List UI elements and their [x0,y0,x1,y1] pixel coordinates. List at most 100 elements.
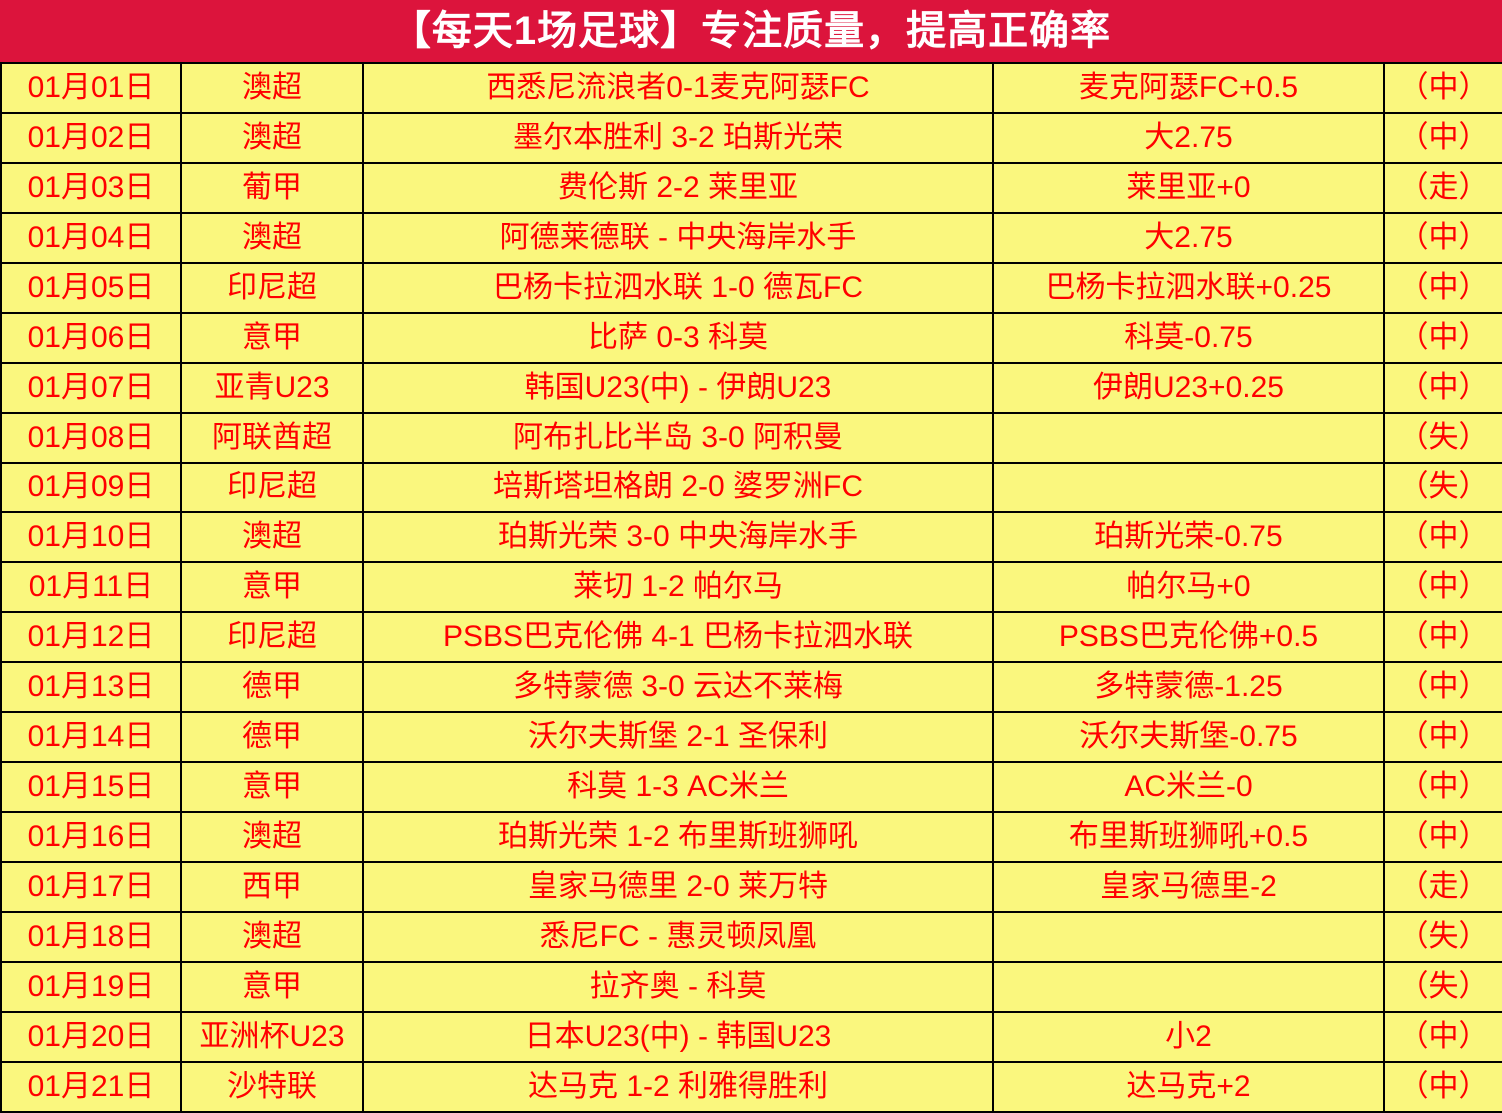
table-row: 01月18日 澳超 悉尼FC - 惠灵顿凤凰 （失） [0,910,1502,963]
prediction-pick-cell: 多特蒙德-1.25 [992,661,1385,714]
match-date-cell: 01月08日 [0,411,182,464]
table-row: 01月09日 印尼超 培斯塔坦格朗 2-0 婆罗洲FC （失） [0,461,1502,514]
league-name-cell: 葡甲 [180,161,364,214]
league-name-cell: 印尼超 [180,461,364,514]
table-row: 01月03日 葡甲 费伦斯 2-2 莱里亚 莱里亚+0 （走） [0,161,1502,214]
match-date-cell: 01月07日 [0,361,182,414]
prediction-pick-cell: 布里斯班狮吼+0.5 [992,811,1385,863]
match-date-cell: 01月18日 [0,910,182,963]
match-fixture-cell: 西悉尼流浪者0-1麦克阿瑟FC [362,62,994,114]
result-status-badge: （中） [1383,1010,1502,1063]
match-fixture-cell: 费伦斯 2-2 莱里亚 [362,161,994,214]
league-name-cell: 澳超 [180,811,364,863]
match-date-cell: 01月14日 [0,711,182,764]
match-fixture-cell: 达马克 1-2 利雅得胜利 [362,1060,994,1113]
match-fixture-cell: 珀斯光荣 1-2 布里斯班狮吼 [362,811,994,863]
match-fixture-cell: 沃尔夫斯堡 2-1 圣保利 [362,711,994,764]
match-fixture-cell: 阿布扎比半岛 3-0 阿积曼 [362,411,994,464]
match-date-cell: 01月01日 [0,62,182,114]
prediction-pick-cell [992,461,1385,514]
result-status-badge: （失） [1383,461,1502,514]
league-name-cell: 德甲 [180,711,364,764]
picks-table-body: 01月01日 澳超 西悉尼流浪者0-1麦克阿瑟FC 麦克阿瑟FC+0.5 （中） 01月0… [0,62,1502,1113]
match-fixture-cell: 墨尔本胜利 3-2 珀斯光荣 [362,111,994,164]
league-name-cell: 澳超 [180,910,364,963]
league-name-cell: 意甲 [180,311,364,364]
prediction-pick-cell: 科莫-0.75 [992,311,1385,364]
table-row: 01月02日 澳超 墨尔本胜利 3-2 珀斯光荣 大2.75 （中） [0,111,1502,164]
match-fixture-cell: 韩国U23(中) - 伊朗U23 [362,361,994,414]
match-date-cell: 01月17日 [0,861,182,913]
prediction-pick-cell: 珀斯光荣-0.75 [992,511,1385,564]
table-row: 01月04日 澳超 阿德莱德联 - 中央海岸水手 大2.75 （中） [0,211,1502,264]
match-fixture-cell: 培斯塔坦格朗 2-0 婆罗洲FC [362,461,994,514]
match-date-cell: 01月16日 [0,811,182,863]
league-name-cell: 澳超 [180,511,364,564]
league-name-cell: 印尼超 [180,611,364,664]
prediction-pick-cell: 莱里亚+0 [992,161,1385,214]
prediction-pick-cell: 巴杨卡拉泗水联+0.25 [992,261,1385,314]
result-status-badge: （中） [1383,211,1502,264]
league-name-cell: 意甲 [180,761,364,814]
result-status-badge: （中） [1383,811,1502,863]
prediction-pick-cell: AC米兰-0 [992,761,1385,814]
match-fixture-cell: 拉齐奥 - 科莫 [362,960,994,1013]
table-row: 01月08日 阿联酋超 阿布扎比半岛 3-0 阿积曼 （失） [0,411,1502,464]
result-status-badge: （中） [1383,511,1502,564]
match-date-cell: 01月09日 [0,461,182,514]
league-name-cell: 西甲 [180,861,364,913]
table-row: 01月13日 德甲 多特蒙德 3-0 云达不莱梅 多特蒙德-1.25 （中） [0,661,1502,714]
prediction-pick-cell: 伊朗U23+0.25 [992,361,1385,414]
match-fixture-cell: 皇家马德里 2-0 莱万特 [362,861,994,913]
table-row: 01月16日 澳超 珀斯光荣 1-2 布里斯班狮吼 布里斯班狮吼+0.5 （中） [0,811,1502,863]
prediction-pick-cell: PSBS巴克伦佛+0.5 [992,611,1385,664]
prediction-pick-cell [992,910,1385,963]
table-row: 01月19日 意甲 拉齐奥 - 科莫 （失） [0,960,1502,1013]
prediction-pick-cell [992,960,1385,1013]
prediction-pick-cell: 达马克+2 [992,1060,1385,1113]
result-status-badge: （中） [1383,611,1502,664]
match-date-cell: 01月12日 [0,611,182,664]
match-date-cell: 01月20日 [0,1010,182,1063]
match-date-cell: 01月13日 [0,661,182,714]
league-name-cell: 阿联酋超 [180,411,364,464]
league-name-cell: 亚洲杯U23 [180,1010,364,1063]
table-row: 01月01日 澳超 西悉尼流浪者0-1麦克阿瑟FC 麦克阿瑟FC+0.5 （中） [0,62,1502,114]
table-row: 01月21日 沙特联 达马克 1-2 利雅得胜利 达马克+2 （中） [0,1060,1502,1113]
prediction-pick-cell: 皇家马德里-2 [992,861,1385,913]
table-row: 01月05日 印尼超 巴杨卡拉泗水联 1-0 德瓦FC 巴杨卡拉泗水联+0.25 （中） [0,261,1502,314]
match-fixture-cell: 珀斯光荣 3-0 中央海岸水手 [362,511,994,564]
match-fixture-cell: 日本U23(中) - 韩国U23 [362,1010,994,1063]
prediction-pick-cell: 麦克阿瑟FC+0.5 [992,62,1385,114]
prediction-pick-cell: 小2 [992,1010,1385,1063]
result-status-badge: （中） [1383,711,1502,764]
table-row: 01月06日 意甲 比萨 0-3 科莫 科莫-0.75 （中） [0,311,1502,364]
table-row: 01月14日 德甲 沃尔夫斯堡 2-1 圣保利 沃尔夫斯堡-0.75 （中） [0,711,1502,764]
result-status-badge: （中） [1383,261,1502,314]
result-status-badge: （中） [1383,361,1502,414]
result-status-badge: （中） [1383,561,1502,614]
match-fixture-cell: 科莫 1-3 AC米兰 [362,761,994,814]
football-picks-table: 01月01日 澳超 西悉尼流浪者0-1麦克阿瑟FC 麦克阿瑟FC+0.5 （中） 01月0… [0,62,1502,1113]
result-status-badge: （中） [1383,1060,1502,1113]
table-row: 01月17日 西甲 皇家马德里 2-0 莱万特 皇家马德里-2 （走） [0,861,1502,913]
match-date-cell: 01月05日 [0,261,182,314]
match-fixture-cell: 莱切 1-2 帕尔马 [362,561,994,614]
result-status-badge: （失） [1383,411,1502,464]
league-name-cell: 沙特联 [180,1060,364,1113]
result-status-badge: （中） [1383,761,1502,814]
league-name-cell: 德甲 [180,661,364,714]
match-fixture-cell: 阿德莱德联 - 中央海岸水手 [362,211,994,264]
match-fixture-cell: 巴杨卡拉泗水联 1-0 德瓦FC [362,261,994,314]
match-date-cell: 01月10日 [0,511,182,564]
match-date-cell: 01月04日 [0,211,182,264]
prediction-pick-cell: 大2.75 [992,211,1385,264]
match-date-cell: 01月11日 [0,561,182,614]
result-status-badge: （走） [1383,861,1502,913]
prediction-pick-cell [992,411,1385,464]
match-date-cell: 01月03日 [0,161,182,214]
match-fixture-cell: 比萨 0-3 科莫 [362,311,994,364]
prediction-pick-cell: 沃尔夫斯堡-0.75 [992,711,1385,764]
table-row: 01月15日 意甲 科莫 1-3 AC米兰 AC米兰-0 （中） [0,761,1502,814]
